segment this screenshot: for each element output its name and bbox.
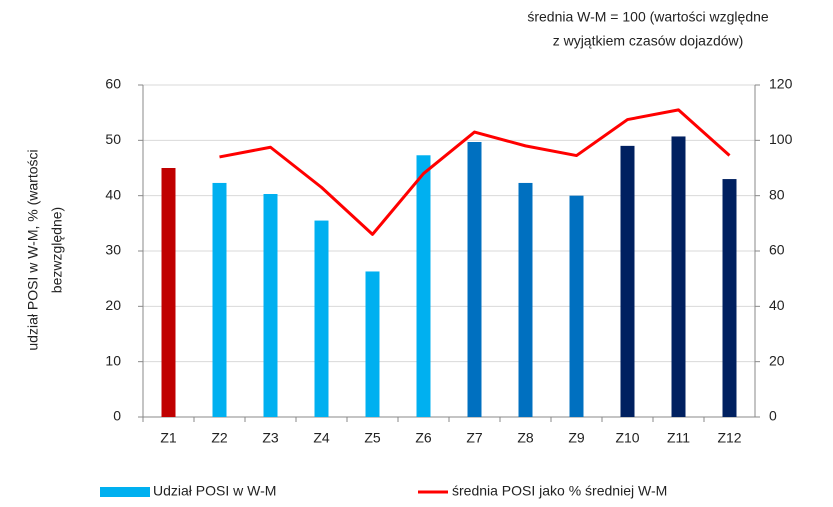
- bar: [722, 179, 737, 417]
- bar: [212, 182, 227, 417]
- x-tick-label: Z4: [313, 430, 330, 446]
- bar: [161, 168, 176, 417]
- annotation: z wyjątkiem czasów dojazdów): [553, 33, 744, 49]
- x-tick-label: Z11: [667, 430, 690, 446]
- bar: [671, 136, 686, 417]
- y-axis-label: udział POSI w W-M, % (wartości: [25, 149, 41, 350]
- bar: [416, 155, 431, 418]
- bar: [620, 145, 635, 417]
- bar: [314, 220, 329, 417]
- x-tick-label: Z1: [160, 430, 177, 446]
- bar: [365, 271, 380, 417]
- y2-tick-label: 60: [769, 242, 785, 258]
- x-tick-label: Z12: [717, 430, 741, 446]
- y-tick-label: 0: [113, 408, 121, 424]
- y2-tick-label: 40: [769, 297, 785, 313]
- bar: [518, 182, 533, 417]
- x-tick-label: Z10: [615, 430, 639, 446]
- legend-swatch: [100, 487, 150, 497]
- legend-label: Udział POSI w W-M: [153, 483, 276, 499]
- legend-label: średnia POSI jako % średniej W-M: [452, 483, 667, 499]
- y-tick-label: 60: [105, 76, 121, 92]
- x-tick-label: Z7: [466, 430, 483, 446]
- y-tick-label: 30: [105, 242, 121, 258]
- x-tick-label: Z5: [364, 430, 381, 446]
- bar: [263, 194, 278, 417]
- y-tick-label: 20: [105, 297, 121, 313]
- x-tick-label: Z6: [415, 430, 432, 446]
- x-tick-label: Z9: [568, 430, 585, 446]
- y-axis-label: bezwzględne): [49, 207, 65, 293]
- y2-tick-label: 120: [769, 76, 793, 92]
- y2-tick-label: 20: [769, 352, 785, 368]
- line: [219, 108, 731, 236]
- y2-tick-label: 0: [769, 408, 777, 424]
- x-tick-label: Z8: [517, 430, 534, 446]
- x-tick-label: Z3: [262, 430, 279, 446]
- annotation: średnia W-M = 100 (wartości względne: [527, 9, 769, 25]
- y2-tick-label: 100: [769, 131, 793, 147]
- y-tick-label: 40: [105, 186, 121, 202]
- bar: [467, 141, 482, 417]
- y2-tick-label: 80: [769, 186, 785, 202]
- bar: [569, 195, 584, 417]
- x-tick-label: Z2: [211, 430, 228, 446]
- y-tick-label: 10: [105, 352, 121, 368]
- y-tick-label: 50: [105, 131, 121, 147]
